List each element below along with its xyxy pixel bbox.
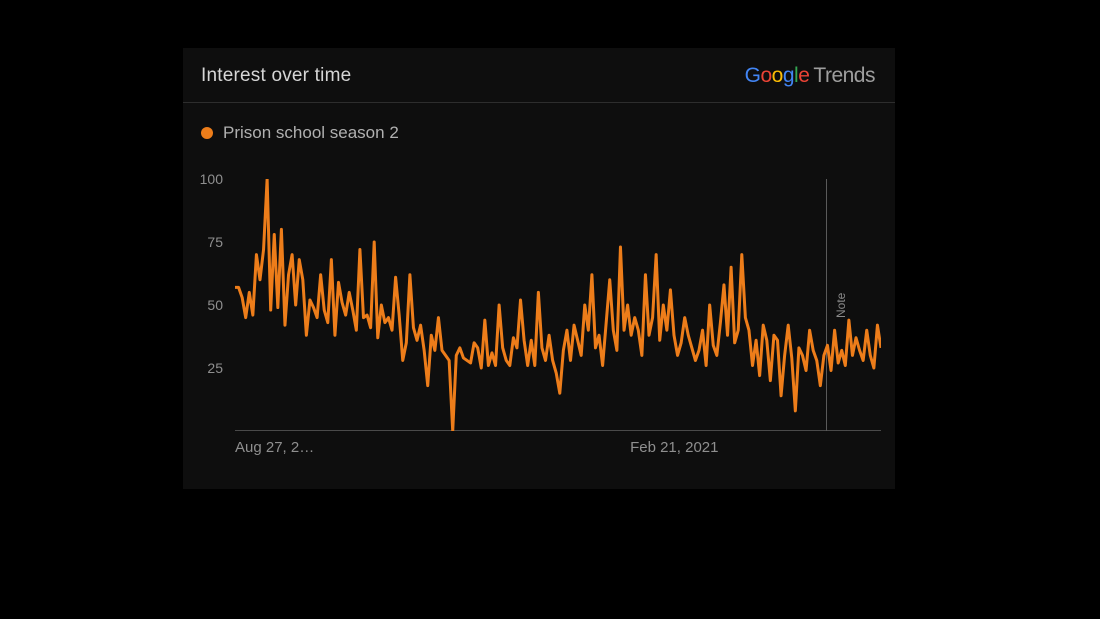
- card-title: Interest over time: [201, 65, 351, 87]
- trends-card: Interest over time GoogleTrends Prison s…: [183, 48, 895, 489]
- legend-dot-icon: [201, 127, 213, 139]
- line-plot: Note: [235, 179, 881, 431]
- y-tick-label: 75: [207, 234, 223, 250]
- brand-suffix: Trends: [813, 64, 875, 87]
- chart-svg: [235, 179, 881, 431]
- y-axis-labels: 255075100: [183, 179, 227, 489]
- series-line: [235, 179, 881, 431]
- chart-legend: Prison school season 2: [183, 103, 895, 149]
- chart-area: 255075100 Note Aug 27, 2…Feb 21, 2021: [183, 179, 891, 489]
- x-tick-label: Aug 27, 2…: [235, 439, 314, 456]
- x-axis-labels: Aug 27, 2… Feb 21, 2021: [235, 439, 881, 461]
- card-header: Interest over time GoogleTrends: [183, 48, 895, 103]
- google-trends-logo: GoogleTrends: [745, 64, 875, 88]
- y-tick-label: 25: [207, 360, 223, 376]
- y-tick-label: 100: [200, 171, 223, 187]
- legend-label: Prison school season 2: [223, 123, 399, 143]
- x-tick-label: Feb 21, 2021: [630, 439, 718, 456]
- y-tick-label: 50: [207, 297, 223, 313]
